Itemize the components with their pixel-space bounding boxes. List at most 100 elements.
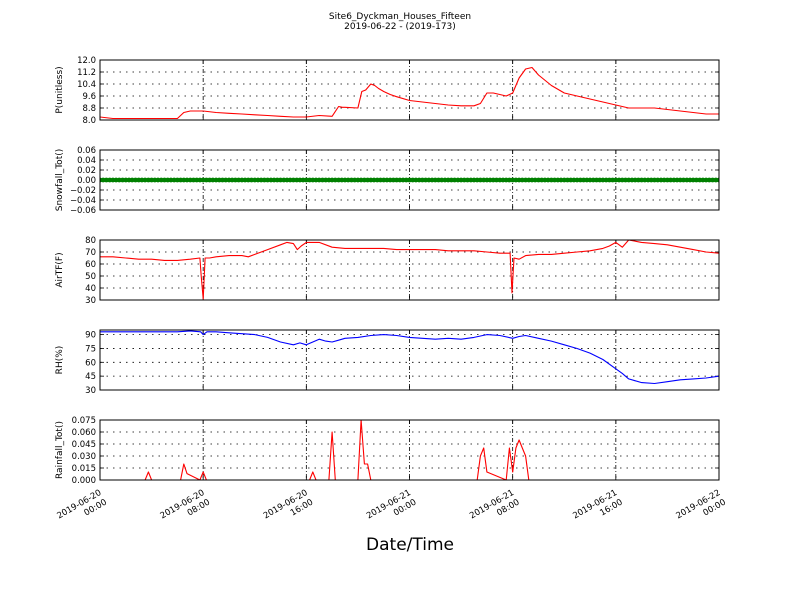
data-point [210, 177, 216, 183]
data-point [519, 177, 525, 183]
y-axis-label: P(unitless) [55, 66, 65, 113]
y-tick-label: 0.045 [72, 440, 96, 450]
series-line [100, 240, 719, 300]
data-point [291, 177, 296, 183]
data-point [249, 177, 254, 183]
panel-5: 0.000 0.015 0.030 0.045 0.060 0.075 Rainfall_T… [55, 416, 720, 486]
data-point [494, 177, 499, 183]
y-tick-label: 11.2 [77, 68, 96, 78]
y-tick-label: 75 [85, 344, 96, 354]
data-point [316, 177, 322, 183]
y-tick-label: 0.015 [72, 464, 96, 474]
y-tick-label: 10.4 [77, 80, 96, 90]
chart-title: Site6_Dyckman_Houses_Fifteen [329, 12, 471, 22]
data-point [142, 177, 148, 183]
data-point [116, 177, 122, 183]
y-tick-label: 8.8 [82, 104, 96, 114]
y-axis-label: RH(%) [55, 346, 65, 375]
chart-panels: 8.08.89.610.411.212.0P(unitless)−0.06−0.… [55, 56, 720, 486]
data-point [706, 177, 712, 183]
data-point [413, 177, 419, 183]
data-point [465, 177, 470, 183]
panel-frame [99, 59, 720, 121]
data-point [168, 177, 174, 183]
panel-1: 8.0 8.8 9.6 10.4 11.2 12.0 P(unitless) [55, 56, 720, 126]
y-tick-label: −0.06 [70, 206, 96, 216]
y-tick-label: 70 [85, 248, 96, 258]
chart-subtitle: 2019-06-22 - (2019-173) [344, 22, 456, 32]
panel-1-data [100, 66, 719, 120]
data-point [587, 177, 593, 183]
data-point [384, 177, 390, 183]
panel-4-data [100, 330, 719, 385]
panel-5-data [100, 420, 719, 480]
data-point [371, 177, 377, 183]
panel-frame [99, 419, 720, 481]
y-tick-label: 50 [85, 272, 96, 282]
y-tick-label: 0.06 [77, 146, 96, 156]
y-tick-label: 0.02 [77, 166, 96, 176]
data-point [532, 177, 538, 183]
y-tick-label: −0.04 [70, 196, 96, 206]
data-point [104, 177, 109, 183]
x-axis-label: Date/Time [366, 535, 454, 555]
series-line [100, 330, 719, 385]
y-tick-label: 60 [85, 358, 96, 368]
data-point [642, 177, 648, 183]
data-point [681, 177, 686, 183]
y-tick-label: 0.060 [72, 428, 96, 438]
data-point [303, 177, 309, 183]
panel-2-data [100, 177, 719, 183]
panel-4: 30 45 60 75 90 RH(%) [55, 329, 720, 396]
data-point [545, 177, 551, 183]
data-point [184, 177, 190, 183]
data-point [574, 177, 580, 183]
y-tick-label: 9.6 [82, 92, 96, 102]
data-point [236, 177, 242, 183]
data-point [668, 177, 673, 183]
series-line [100, 66, 719, 120]
y-tick-label: 0.075 [72, 416, 96, 426]
data-point [265, 177, 270, 183]
y-tick-label: 40 [85, 284, 96, 294]
y-tick-label: 12.0 [77, 56, 96, 66]
panel-3-data [100, 240, 719, 300]
data-point [626, 177, 632, 183]
data-point [278, 177, 283, 183]
y-axis-label: AirTF(F) [55, 252, 65, 287]
y-tick-label: 45 [85, 372, 96, 382]
y-tick-label: 30 [85, 296, 96, 306]
data-point [478, 177, 483, 183]
data-point [694, 177, 699, 183]
data-point [426, 177, 432, 183]
y-tick-label: 0.030 [72, 452, 96, 462]
y-axis-label: Rainfall_Tot() [55, 421, 65, 479]
panel-frame [99, 329, 720, 391]
data-point [716, 177, 719, 183]
y-tick-label: 30 [85, 386, 96, 396]
data-point [397, 177, 403, 183]
data-point [129, 177, 135, 183]
panel-2: −0.06−0.04−0.020.000.020.040.06 Snowfall_… [55, 146, 720, 216]
data-point [223, 177, 229, 183]
data-point [345, 177, 351, 183]
y-tick-label: 0.00 [77, 176, 96, 186]
y-tick-label: 80 [85, 236, 96, 246]
data-point [507, 177, 512, 183]
data-point [439, 177, 445, 183]
panel-frame [99, 149, 720, 211]
y-tick-label: 0.04 [77, 156, 96, 166]
data-point [332, 177, 338, 183]
panel-frame [99, 239, 720, 301]
data-point [155, 177, 161, 183]
data-point [600, 177, 606, 183]
series-line [100, 420, 719, 480]
